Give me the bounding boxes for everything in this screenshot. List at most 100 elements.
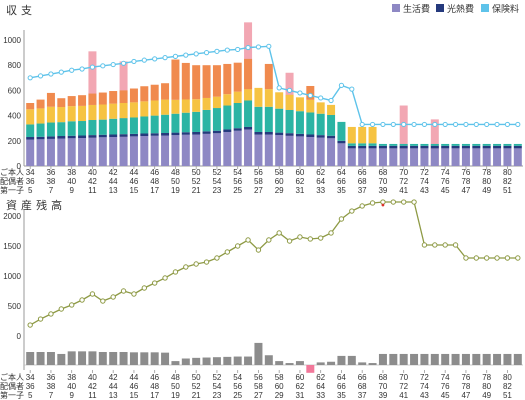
income-bar-segment — [244, 126, 253, 130]
income-bar-segment — [46, 136, 55, 139]
asset-x-tick-label: 72 — [420, 373, 429, 382]
asset-x-tick-label: 66 — [358, 373, 367, 382]
income-bar-segment — [482, 143, 491, 146]
asset-annual-bar — [347, 355, 356, 365]
income-x-tick-label: 39 — [378, 186, 387, 195]
income-y-tick-label: 600 — [8, 86, 22, 95]
asset-x-tick-label: 29 — [275, 391, 284, 400]
asset-x-tick-label: 42 — [88, 382, 97, 391]
income-bar-segment — [26, 109, 35, 125]
asset-x-tick-label: 5 — [28, 391, 33, 400]
income-x-tick-label: 37 — [358, 186, 367, 195]
asset-line-point — [473, 255, 480, 261]
income-bar-segment — [368, 148, 377, 166]
income-bar-segment — [420, 145, 429, 149]
asset-line-point — [338, 216, 345, 222]
income-line-point — [235, 46, 241, 53]
income-bar-segment — [244, 129, 253, 166]
asset-x-tick-label: 46 — [129, 382, 138, 391]
income-bar-segment — [482, 145, 491, 149]
income-bar-segment — [150, 135, 159, 166]
income-bar-segment — [347, 126, 356, 144]
asset-x-tick-label: 54 — [212, 382, 221, 391]
income-x-tick-label: 78 — [482, 168, 491, 177]
income-bar-segment — [441, 148, 450, 166]
legend-swatch — [392, 4, 400, 12]
income-line-point — [484, 121, 490, 128]
income-bar-segment — [513, 145, 522, 149]
asset-annual-bar — [109, 352, 118, 365]
asset-highlight-marker — [381, 203, 385, 207]
income-bar-segment — [295, 133, 304, 137]
asset-annual-bar — [119, 352, 128, 365]
asset-line-point — [131, 291, 137, 297]
income-bar-segment — [399, 143, 408, 146]
income-line-point — [110, 61, 116, 68]
income-bar-segment — [78, 105, 87, 122]
income-x-tick-label: 58 — [275, 168, 284, 177]
asset-annual-bar — [244, 356, 253, 365]
asset-annual-bar — [430, 353, 439, 365]
asset-y-tick-label: 1000 — [3, 272, 21, 281]
asset-line-point — [172, 269, 179, 275]
legend-item-utility-cost: 光熱費 — [436, 3, 474, 14]
income-bar-segment — [306, 137, 315, 166]
income-line-point — [266, 43, 272, 49]
asset-x-tick-label: 38 — [46, 382, 55, 391]
asset-annual-bar — [88, 351, 97, 365]
asset-line-point — [369, 200, 376, 206]
asset-x-tick-label: 36 — [46, 373, 55, 382]
asset-annual-bar — [212, 357, 221, 365]
income-line-point — [27, 75, 33, 81]
income-bar-segment — [233, 62, 242, 92]
asset-line-point — [276, 230, 282, 236]
asset-annual-bar — [202, 357, 211, 365]
asset-x-tick-label: 80 — [482, 382, 491, 391]
income-x-tick-label: 82 — [503, 177, 512, 186]
income-bar-segment — [254, 134, 263, 166]
income-bar-segment — [161, 99, 170, 115]
income-bar-segment — [316, 135, 325, 138]
income-x-tick-label: 40 — [88, 168, 97, 177]
income-line-point — [183, 52, 189, 58]
asset-annual-bar — [378, 353, 387, 365]
asset-x-tick-label: 72 — [399, 382, 408, 391]
income-line-point — [120, 60, 127, 66]
income-bar-segment — [358, 143, 367, 146]
asset-annual-bar — [161, 352, 170, 365]
income-bar-segment — [36, 139, 45, 166]
asset-x-tick-label: 74 — [420, 382, 429, 391]
income-bar-segment — [223, 63, 232, 95]
asset-row-header: ご本人 — [0, 372, 24, 382]
income-bar-segment — [316, 113, 325, 136]
income-bar-segment — [98, 92, 107, 105]
income-bar-segment — [119, 90, 128, 103]
income-bar-segment — [368, 145, 377, 149]
income-bar-segment — [150, 84, 159, 101]
income-line-point — [286, 87, 293, 94]
asset-x-tick-label: 23 — [212, 391, 221, 400]
income-bar-segment — [192, 134, 201, 166]
income-x-tick-label: 17 — [150, 186, 159, 195]
asset-line-point — [68, 302, 75, 308]
asset-line-point — [504, 255, 511, 261]
legend-label: 保険料 — [492, 3, 520, 14]
income-bar-segment — [67, 135, 76, 139]
income-bar-segment — [202, 65, 211, 98]
income-x-tick-label: 31 — [295, 186, 304, 195]
income-bar-segment — [327, 138, 336, 166]
income-line-point — [79, 66, 85, 72]
income-bar-segment — [57, 107, 66, 123]
asset-annual-bar-negative — [306, 365, 315, 373]
income-x-tick-label: 76 — [461, 168, 470, 177]
income-line-point — [214, 48, 220, 54]
income-bar-segment — [202, 131, 211, 134]
asset-x-tick-label: 45 — [441, 391, 450, 400]
income-bar-segment — [78, 138, 87, 166]
income-line-point — [349, 86, 355, 92]
income-bar-segment — [503, 143, 512, 146]
income-bar-segment — [264, 106, 273, 132]
asset-annual-bar — [26, 352, 35, 365]
income-x-tick-label: 44 — [109, 177, 118, 186]
income-line-point — [58, 69, 64, 75]
